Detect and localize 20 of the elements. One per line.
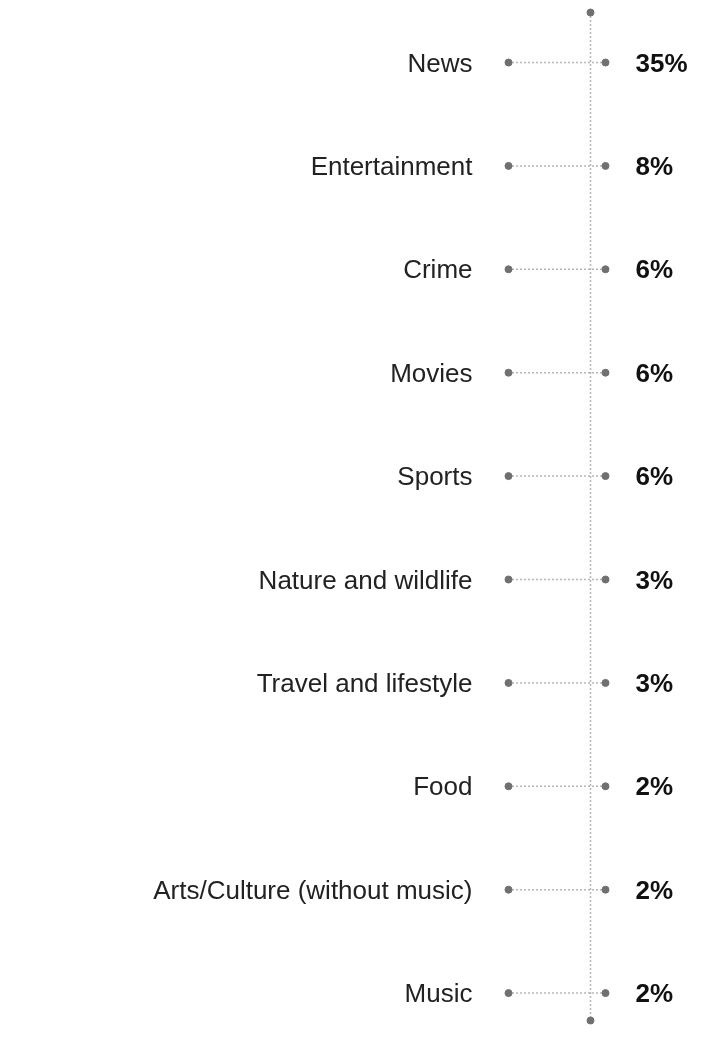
data-label: 6% bbox=[635, 461, 674, 492]
category-label: Entertainment bbox=[310, 150, 474, 181]
category-label: Sports bbox=[397, 461, 473, 492]
category-label: News bbox=[407, 47, 473, 78]
category-label: Nature and wildlife bbox=[258, 564, 473, 595]
data-label: 8% bbox=[635, 150, 674, 181]
category-label: Movies bbox=[390, 357, 473, 388]
category-label: Food bbox=[413, 771, 473, 802]
data-label: 6% bbox=[635, 357, 674, 388]
data-label: 2% bbox=[635, 771, 674, 802]
data-label: 3% bbox=[635, 564, 674, 595]
data-label: 6% bbox=[635, 254, 674, 285]
data-label: 2% bbox=[635, 874, 674, 905]
data-label: 2% bbox=[635, 978, 674, 1009]
data-label: 35% bbox=[635, 47, 688, 78]
category-label: Travel and lifestyle bbox=[256, 667, 473, 698]
category-label: Crime bbox=[403, 254, 473, 285]
data-label: 3% bbox=[635, 667, 674, 698]
category-label: Arts/Culture (without music) bbox=[153, 874, 473, 905]
category-label: Music bbox=[404, 978, 473, 1009]
